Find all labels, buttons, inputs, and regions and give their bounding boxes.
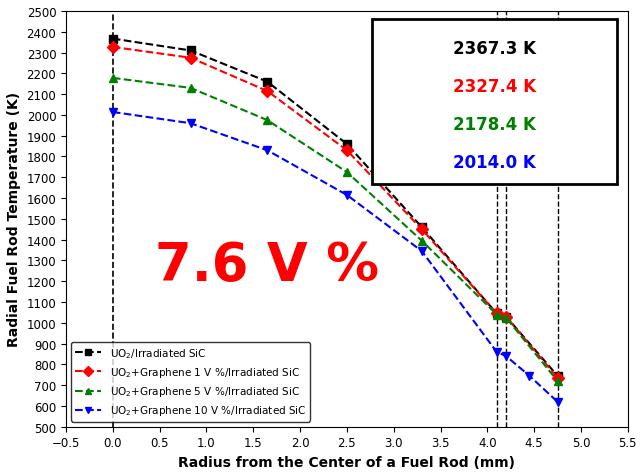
- Text: 7.6 V %: 7.6 V %: [155, 239, 379, 291]
- UO$_2$+Graphene 1 V %/Irradiated SiC: [493, 311, 500, 317]
- UO$_2$/Irradiated SiC: [263, 79, 271, 85]
- UO$_2$+Graphene 5 V %/Irradiated SiC: [109, 76, 117, 81]
- UO$_2$+Graphene 1 V %/Irradiated SiC: [263, 89, 271, 95]
- UO$_2$+Graphene 10 V %/Irradiated SiC: [418, 248, 426, 254]
- UO$_2$/Irradiated SiC: [109, 37, 117, 42]
- UO$_2$/Irradiated SiC: [493, 311, 500, 317]
- Text: 2327.4 K: 2327.4 K: [453, 78, 536, 96]
- UO$_2$+Graphene 5 V %/Irradiated SiC: [493, 312, 500, 317]
- Line: UO$_2$/Irradiated SiC: UO$_2$/Irradiated SiC: [109, 35, 562, 380]
- UO$_2$+Graphene 1 V %/Irradiated SiC: [502, 314, 510, 320]
- UO$_2$+Graphene 10 V %/Irradiated SiC: [526, 373, 533, 379]
- UO$_2$+Graphene 1 V %/Irradiated SiC: [554, 375, 562, 381]
- UO$_2$+Graphene 5 V %/Irradiated SiC: [554, 378, 562, 384]
- X-axis label: Radius from the Center of a Fuel Rod (mm): Radius from the Center of a Fuel Rod (mm…: [178, 455, 515, 469]
- UO$_2$+Graphene 1 V %/Irradiated SiC: [343, 148, 351, 154]
- UO$_2$+Graphene 5 V %/Irradiated SiC: [343, 170, 351, 176]
- UO$_2$+Graphene 10 V %/Irradiated SiC: [187, 121, 194, 127]
- Text: 2014.0 K: 2014.0 K: [453, 154, 536, 172]
- UO$_2$+Graphene 10 V %/Irradiated SiC: [493, 349, 500, 355]
- UO$_2$+Graphene 10 V %/Irradiated SiC: [263, 148, 271, 154]
- UO$_2$/Irradiated SiC: [418, 225, 426, 230]
- UO$_2$/Irradiated SiC: [187, 49, 194, 54]
- UO$_2$+Graphene 1 V %/Irradiated SiC: [109, 45, 117, 50]
- UO$_2$+Graphene 5 V %/Irradiated SiC: [418, 238, 426, 244]
- UO$_2$+Graphene 10 V %/Irradiated SiC: [343, 193, 351, 198]
- UO$_2$+Graphene 1 V %/Irradiated SiC: [187, 56, 194, 61]
- Text: 2367.3 K: 2367.3 K: [453, 40, 536, 58]
- Line: UO$_2$+Graphene 10 V %/Irradiated SiC: UO$_2$+Graphene 10 V %/Irradiated SiC: [109, 109, 562, 406]
- Line: UO$_2$+Graphene 1 V %/Irradiated SiC: UO$_2$+Graphene 1 V %/Irradiated SiC: [109, 44, 562, 382]
- UO$_2$/Irradiated SiC: [502, 314, 510, 320]
- UO$_2$+Graphene 5 V %/Irradiated SiC: [187, 86, 194, 91]
- UO$_2$+Graphene 5 V %/Irradiated SiC: [263, 118, 271, 124]
- Line: UO$_2$+Graphene 5 V %/Irradiated SiC: UO$_2$+Graphene 5 V %/Irradiated SiC: [109, 75, 562, 386]
- UO$_2$/Irradiated SiC: [554, 373, 562, 379]
- Text: 2178.4 K: 2178.4 K: [453, 116, 536, 134]
- UO$_2$+Graphene 10 V %/Irradiated SiC: [554, 399, 562, 405]
- Y-axis label: Radial Fuel Rod Temperature (K): Radial Fuel Rod Temperature (K): [7, 92, 21, 347]
- UO$_2$+Graphene 10 V %/Irradiated SiC: [109, 110, 117, 116]
- UO$_2$+Graphene 10 V %/Irradiated SiC: [502, 354, 510, 359]
- FancyBboxPatch shape: [372, 20, 616, 184]
- UO$_2$/Irradiated SiC: [343, 142, 351, 148]
- UO$_2$+Graphene 5 V %/Irradiated SiC: [502, 315, 510, 321]
- Legend: UO$_2$/Irradiated SiC, UO$_2$+Graphene 1 V %/Irradiated SiC, UO$_2$+Graphene 5 V: UO$_2$/Irradiated SiC, UO$_2$+Graphene 1…: [71, 342, 310, 422]
- UO$_2$+Graphene 1 V %/Irradiated SiC: [418, 227, 426, 233]
